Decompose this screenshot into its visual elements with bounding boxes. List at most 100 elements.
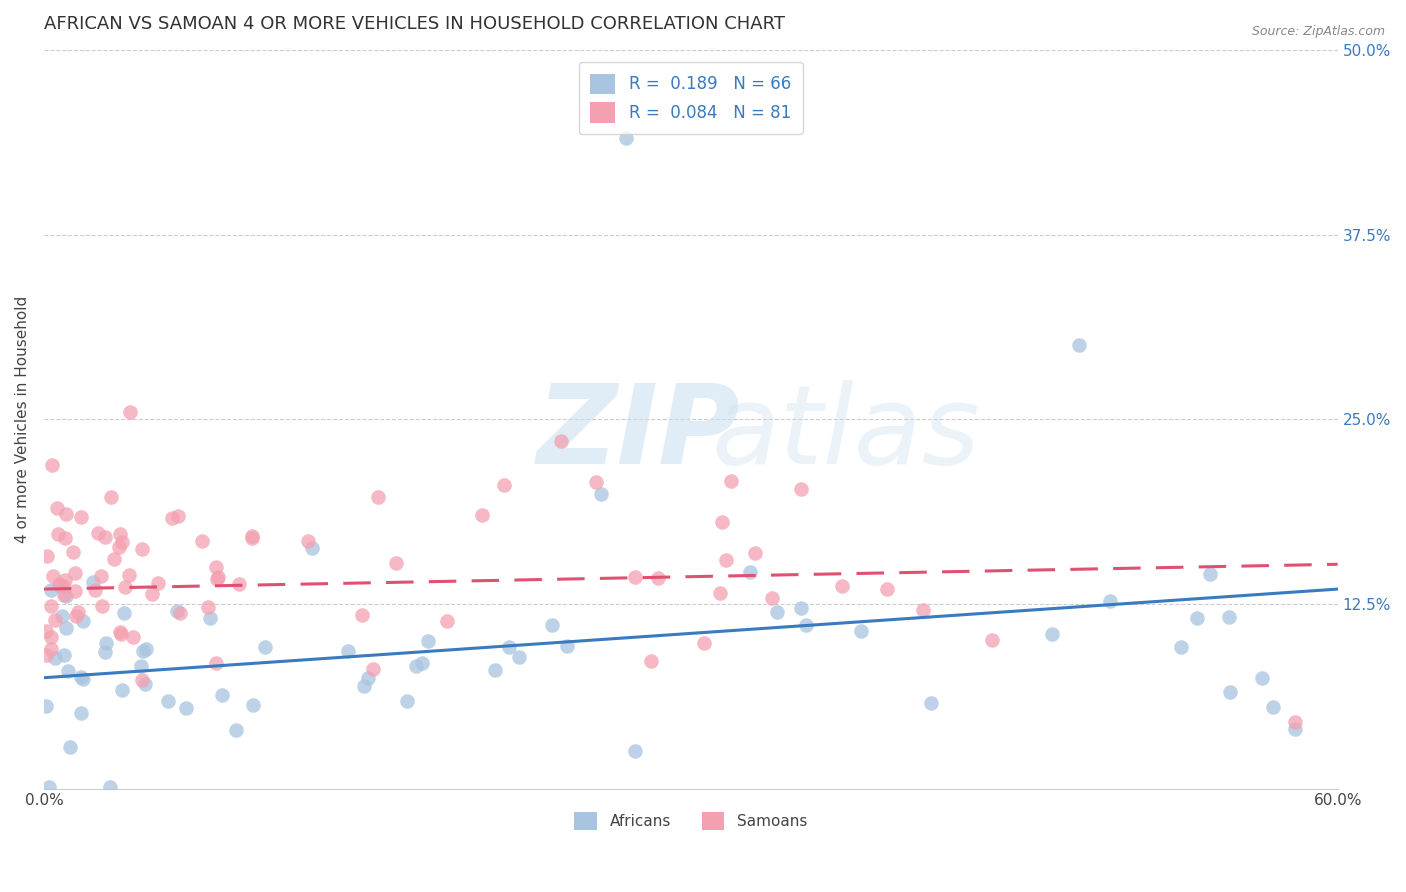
Point — [72, 614, 94, 628]
Point — [761, 591, 783, 606]
Point — [70, 706, 93, 721]
Point — [849, 624, 872, 639]
Point — [48, 526, 70, 541]
Point — [484, 663, 506, 677]
Legend: Africans, Samoans: Africans, Samoans — [568, 805, 813, 837]
Point — [1218, 609, 1240, 624]
Point — [111, 683, 134, 698]
Point — [72, 673, 94, 687]
Point — [39, 630, 62, 644]
Point — [38, 780, 60, 794]
Point — [740, 565, 762, 579]
Point — [108, 624, 131, 639]
Point — [1185, 611, 1208, 625]
Point — [110, 627, 132, 641]
Point — [94, 645, 117, 659]
Point — [585, 475, 607, 489]
Point — [980, 632, 1002, 647]
Point — [240, 531, 263, 545]
Point — [42, 568, 65, 582]
Point — [63, 583, 86, 598]
Point — [541, 618, 564, 632]
Point — [90, 599, 112, 613]
Point — [96, 636, 118, 650]
Point — [794, 618, 817, 632]
Point — [720, 474, 742, 488]
Point — [67, 605, 90, 619]
Point — [120, 405, 142, 419]
Point — [623, 570, 645, 584]
Point — [228, 577, 250, 591]
Point — [766, 605, 789, 619]
Point — [141, 587, 163, 601]
Point — [508, 649, 530, 664]
Point — [112, 606, 135, 620]
Point — [198, 611, 221, 625]
Point — [1284, 723, 1306, 737]
Point — [744, 545, 766, 559]
Point — [166, 604, 188, 618]
Point — [211, 688, 233, 702]
Point — [471, 508, 494, 523]
Point — [1284, 714, 1306, 729]
Point — [367, 490, 389, 504]
Point — [82, 574, 104, 589]
Point — [710, 515, 733, 529]
Point — [876, 582, 898, 597]
Point — [207, 570, 229, 584]
Point — [353, 679, 375, 693]
Point — [39, 599, 62, 614]
Point — [242, 698, 264, 712]
Point — [157, 693, 180, 707]
Point — [51, 608, 73, 623]
Point — [297, 534, 319, 549]
Point — [336, 644, 359, 658]
Point — [44, 613, 66, 627]
Point — [920, 697, 942, 711]
Point — [35, 648, 58, 662]
Point — [135, 642, 157, 657]
Point — [396, 693, 419, 707]
Point — [131, 541, 153, 556]
Point — [160, 510, 183, 524]
Point — [59, 739, 82, 754]
Point — [912, 603, 935, 617]
Point — [53, 588, 76, 602]
Point — [831, 579, 853, 593]
Point — [65, 566, 87, 580]
Point — [647, 571, 669, 585]
Point — [1219, 685, 1241, 699]
Point — [56, 664, 79, 678]
Point — [166, 508, 188, 523]
Point — [121, 630, 143, 644]
Point — [100, 490, 122, 504]
Point — [361, 662, 384, 676]
Point — [693, 635, 716, 649]
Point — [53, 648, 76, 663]
Point — [132, 644, 155, 658]
Point — [197, 600, 219, 615]
Point — [131, 673, 153, 687]
Point — [416, 634, 439, 648]
Point — [589, 487, 612, 501]
Point — [49, 579, 72, 593]
Point — [1170, 640, 1192, 655]
Y-axis label: 4 or more Vehicles in Household: 4 or more Vehicles in Household — [15, 295, 30, 543]
Text: AFRICAN VS SAMOAN 4 OR MORE VEHICLES IN HOUSEHOLD CORRELATION CHART: AFRICAN VS SAMOAN 4 OR MORE VEHICLES IN … — [44, 15, 785, 33]
Text: Source: ZipAtlas.com: Source: ZipAtlas.com — [1251, 25, 1385, 38]
Point — [52, 579, 75, 593]
Point — [174, 701, 197, 715]
Point — [205, 572, 228, 586]
Point — [134, 677, 156, 691]
Point — [53, 573, 76, 587]
Point — [129, 658, 152, 673]
Point — [204, 560, 226, 574]
Point — [111, 535, 134, 549]
Point — [65, 609, 87, 624]
Point — [35, 624, 58, 638]
Point — [492, 478, 515, 492]
Point — [357, 671, 380, 685]
Point — [108, 526, 131, 541]
Point — [350, 608, 373, 623]
Point — [436, 614, 458, 628]
